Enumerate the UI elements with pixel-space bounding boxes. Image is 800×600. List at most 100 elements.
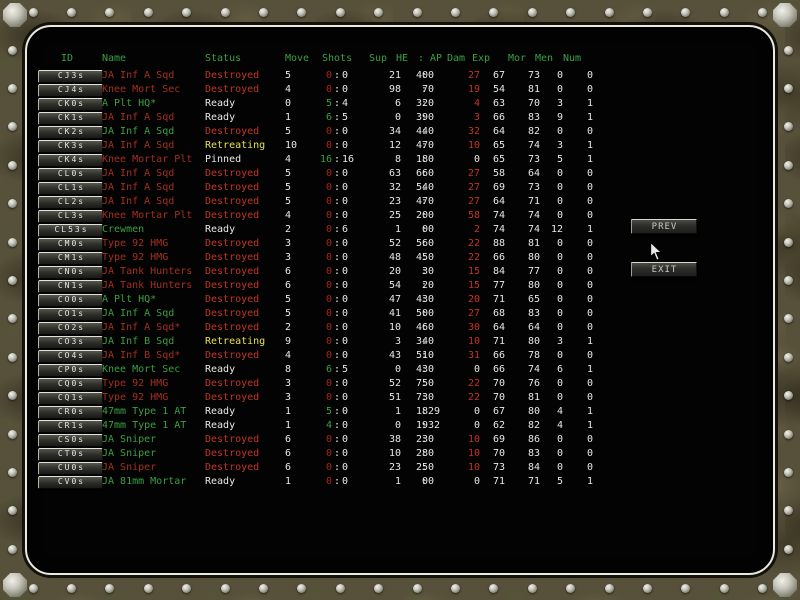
unit-he: 2 [421,280,428,291]
unit-exp: 73 [492,462,505,473]
rivet [297,583,307,593]
corner-bolt [3,573,27,597]
col-header-id: ID [61,53,74,64]
unit-ap: 0 [428,308,435,319]
unit-id-button[interactable]: CO2s [38,321,103,335]
unit-table-body: CJ3s JA Inf A Sqd Destroyed 5 0 : 0 2 1 4… [38,69,598,489]
unit-id-button[interactable]: CO1s [38,307,103,321]
rivet [783,544,793,554]
unit-id-button[interactable]: CL2s [38,195,103,209]
unit-move: 6 [285,462,292,473]
unit-id-button[interactable]: CP0s [38,363,103,377]
unit-id-button[interactable]: CK2s [38,125,103,139]
col-header-dam: Dam [447,53,466,64]
shots-colon: : [334,84,341,95]
unit-name: A Plt HQ* [102,98,157,109]
unit-men: 4 [556,420,563,431]
unit-id-button[interactable]: CN1s [38,279,103,293]
unit-id-button[interactable]: CM1s [38,251,103,265]
shots-colon: : [334,378,341,389]
unit-shots-left: 0 [325,350,332,361]
rivet [783,45,793,55]
rivet [7,237,17,247]
unit-shots-left: 5 [325,406,332,417]
unit-status: Destroyed [205,182,260,193]
unit-status: Destroyed [205,322,260,333]
unit-id-button[interactable]: CJ3s [38,69,103,83]
rivet [258,583,268,593]
rivet [374,7,384,17]
unit-num: 0 [586,70,593,81]
unit-id-button[interactable]: CR0s [38,405,103,419]
unit-move: 4 [285,350,292,361]
shots-colon: : [334,224,341,235]
unit-id-button[interactable]: CL3s [38,209,103,223]
prev-button[interactable]: PREV [631,219,697,234]
unit-sup: 1 [394,224,401,235]
unit-move: 4 [285,84,292,95]
unit-name: JA Inf B Sqd* [102,350,181,361]
unit-shots-right: 0 [342,378,349,389]
unit-ap: 0 [428,112,435,123]
rivet [783,391,793,401]
unit-id-button[interactable]: CR1s [38,419,103,433]
unit-name: JA Inf B Sqd [102,336,175,347]
unit-move: 3 [285,392,292,403]
unit-id-button[interactable]: CQ1s [38,391,103,405]
unit-id-button[interactable]: CQ0s [38,377,103,391]
unit-shots-left: 0 [325,70,332,81]
unit-num: 1 [586,140,593,151]
unit-id-button[interactable]: CL1s [38,181,103,195]
unit-men: 0 [556,294,563,305]
unit-id-button[interactable]: CK1s [38,111,103,125]
unit-id-button[interactable]: CO4s [38,349,103,363]
unit-sup: 6 [394,98,401,109]
unit-he: 23 [415,434,428,445]
unit-id-button[interactable]: CK3s [38,139,103,153]
unit-men: 9 [556,112,563,123]
unit-name: JA Inf A Sqd [102,196,175,207]
rivet [7,83,17,93]
unit-id-button[interactable]: CM0s [38,237,103,251]
unit-exp: 67 [492,406,505,417]
unit-id-button[interactable]: CK4s [38,153,103,167]
unit-shots-left: 0 [325,266,332,277]
unit-name: JA 81mm Mortar [102,476,187,487]
unit-num: 0 [586,378,593,389]
rivet [7,314,17,324]
unit-dam: 15 [467,266,480,277]
exit-button[interactable]: EXIT [631,262,697,277]
unit-id-button[interactable]: CK0s [38,97,103,111]
unit-sup: 52 [388,238,401,249]
unit-ap: 0 [428,476,435,487]
unit-num: 1 [586,224,593,235]
unit-row: CJ3s JA Inf A Sqd Destroyed 5 0 : 0 21 4… [38,69,598,83]
unit-id-button[interactable]: CT0s [38,447,103,461]
rivet [566,583,576,593]
unit-id-button[interactable]: CL53s [38,223,103,237]
unit-id-button[interactable]: CL0s [38,167,103,181]
unit-ap: 32 [428,420,441,431]
unit-id-button[interactable]: CJ4s [38,83,103,97]
unit-row: CP0s Knee Mort Sec Ready 8 6 : 5 0 43 : … [38,363,598,377]
rivet [527,583,537,593]
unit-id-button[interactable]: CO0s [38,293,103,307]
unit-roster-table: ID Name Status Move Shots Sup HE : AP Da… [38,52,598,489]
unit-row: CL0s JA Inf A Sqd Destroyed 5 0 : 0 63 6… [38,167,598,181]
unit-id-button[interactable]: CO3s [38,335,103,349]
unit-row: CM1s Type 92 HMG Destroyed 3 0 : 0 48 45… [38,251,598,265]
unit-mor: 80 [527,280,540,291]
unit-id-button[interactable]: CN0s [38,265,103,279]
unit-exp: 77 [492,280,505,291]
unit-shots-left: 4 [325,420,332,431]
unit-num: 0 [586,308,593,319]
ap-colon: : [421,364,428,375]
unit-id-button[interactable]: CU0s [38,461,103,475]
col-header-exp: Exp [472,53,491,64]
unit-id-button[interactable]: CV0s [38,475,103,489]
unit-exp: 66 [492,364,505,375]
rivet [7,160,17,170]
unit-name: Type 92 HMG [102,252,169,263]
unit-id-button[interactable]: CS0s [38,433,103,447]
rivet [783,429,793,439]
